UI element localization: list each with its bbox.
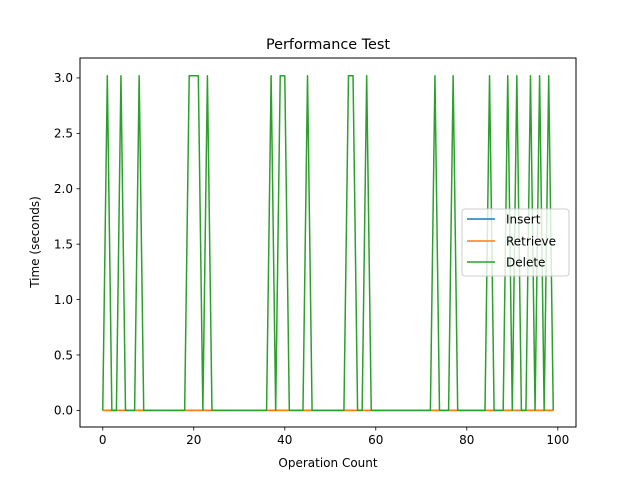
x-tick-label: 100 [546,433,569,447]
plot-lines [102,74,554,412]
legend-box [461,208,570,277]
y-tick-label: 0.0 [54,404,73,418]
y-tick-label: 2.0 [54,182,73,196]
legend-label-delete: Delete [506,256,545,270]
y-tick-label: 0.5 [54,348,73,362]
y-axis-label: Time (seconds) [28,196,42,289]
y-axis-ticks: 0.0 0.5 1.0 1.5 2.0 2.5 3.0 [54,71,80,418]
x-axis-label: Operation Count [278,456,377,470]
legend: Insert Retrieve Delete [461,208,570,277]
y-tick-label: 1.5 [54,237,73,251]
x-tick-label: 60 [368,433,383,447]
y-tick-label: 1.0 [54,293,73,307]
series-line-delete [102,74,554,412]
chart-title: Performance Test [266,37,390,53]
x-axis-ticks: 0 20 40 60 80 100 [99,427,569,447]
y-tick-label: 3.0 [54,71,73,85]
legend-label-insert: Insert [506,213,541,227]
axes-frame [79,57,577,428]
x-tick-label: 20 [186,433,201,447]
legend-label-retrieve: Retrieve [506,235,556,249]
x-tick-label: 40 [277,433,292,447]
x-tick-label: 80 [459,433,474,447]
x-tick-label: 0 [99,433,107,447]
y-tick-label: 2.5 [54,127,73,141]
